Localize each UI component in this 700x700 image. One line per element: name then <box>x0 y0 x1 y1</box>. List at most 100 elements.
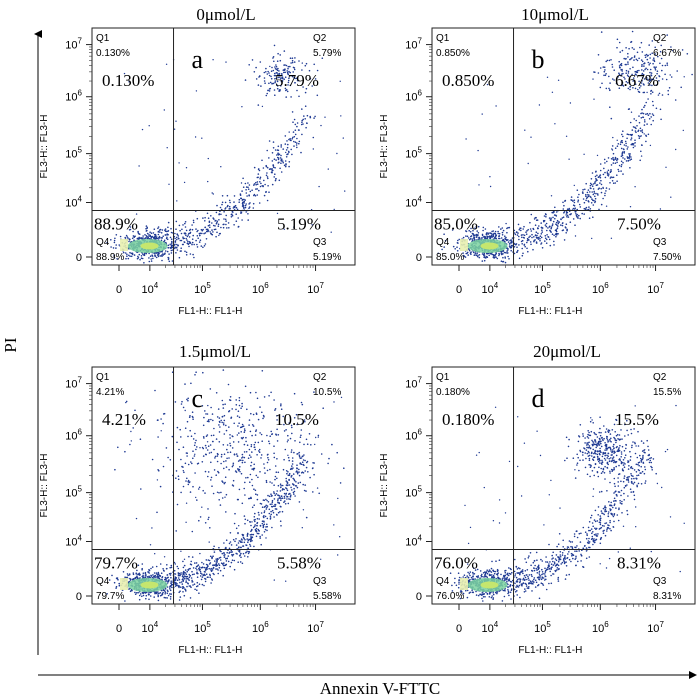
event-point <box>223 419 226 422</box>
event-point <box>658 92 661 95</box>
event-point <box>491 253 494 256</box>
event-point <box>501 239 504 241</box>
event-point <box>115 247 117 249</box>
event-point <box>634 186 636 188</box>
event-point <box>533 239 535 242</box>
q1-label: Q1 <box>96 372 110 383</box>
event-point <box>164 588 167 590</box>
event-point <box>625 47 627 49</box>
event-point <box>175 252 177 254</box>
event-point <box>485 591 487 594</box>
event-point <box>530 230 533 232</box>
event-point <box>570 196 573 198</box>
event-point <box>157 226 160 228</box>
event-point <box>620 147 623 150</box>
event-point <box>654 69 657 71</box>
event-point <box>599 176 602 179</box>
event-point <box>317 434 320 437</box>
event-point <box>204 232 207 234</box>
event-point <box>252 469 255 471</box>
event-point <box>629 159 631 161</box>
event-point <box>618 66 621 69</box>
event-point <box>218 441 221 443</box>
event-point <box>542 219 545 222</box>
event-point <box>150 260 153 262</box>
event-point <box>531 233 533 236</box>
event-point <box>144 571 147 574</box>
event-point <box>235 399 237 401</box>
event-point <box>640 144 643 146</box>
event-point <box>243 428 246 430</box>
event-point <box>226 194 229 197</box>
event-point <box>282 69 285 71</box>
event-point <box>266 499 268 502</box>
event-point <box>290 449 293 451</box>
event-point <box>300 123 303 126</box>
event-point <box>256 181 259 183</box>
event-point <box>664 64 667 67</box>
event-point <box>279 483 282 486</box>
event-point <box>318 185 320 188</box>
event-point <box>270 391 272 394</box>
event-point <box>305 516 308 519</box>
event-point <box>244 518 247 521</box>
event-point <box>184 462 187 465</box>
event-point <box>215 211 218 214</box>
event-point <box>141 567 143 570</box>
event-point <box>245 203 247 205</box>
event-point <box>176 243 178 246</box>
event-point <box>649 71 651 74</box>
event-point <box>669 74 671 76</box>
event-point <box>482 596 485 598</box>
event-point <box>590 514 593 517</box>
event-point <box>301 119 304 122</box>
event-point <box>608 87 610 90</box>
event-point <box>248 497 250 500</box>
event-point <box>454 248 457 250</box>
event-point <box>471 589 473 591</box>
event-point <box>279 511 281 513</box>
event-point <box>221 421 223 424</box>
event-point <box>495 105 497 107</box>
event-point <box>643 74 645 76</box>
event-point <box>240 197 242 200</box>
event-point <box>603 74 605 77</box>
event-point <box>513 588 516 591</box>
event-point <box>220 226 222 229</box>
event-point <box>186 577 189 580</box>
event-point <box>293 145 295 147</box>
event-point <box>535 219 538 221</box>
event-point <box>634 130 637 132</box>
event-point <box>284 165 287 168</box>
event-point <box>262 499 265 501</box>
event-point <box>194 472 196 474</box>
event-point <box>612 136 614 139</box>
x-tick-label: 0 <box>116 623 122 635</box>
event-point <box>238 198 241 201</box>
event-point <box>111 574 113 577</box>
event-point <box>238 397 241 399</box>
event-point <box>271 433 273 436</box>
event-point <box>197 564 200 566</box>
event-point <box>267 494 269 497</box>
event-point <box>652 62 654 65</box>
event-point <box>271 494 273 497</box>
event-point <box>602 197 604 200</box>
event-point <box>576 213 578 216</box>
event-point <box>616 145 619 147</box>
event-point <box>462 592 465 595</box>
event-point <box>542 577 545 579</box>
event-point <box>517 223 520 226</box>
event-point <box>157 254 160 256</box>
event-point <box>137 230 139 233</box>
event-point <box>631 47 634 49</box>
event-point <box>538 225 540 227</box>
event-point <box>113 581 116 584</box>
event-point <box>545 242 548 244</box>
event-point <box>165 580 167 583</box>
event-point <box>312 148 314 150</box>
event-point <box>170 238 173 240</box>
event-point <box>255 183 257 186</box>
event-point <box>205 447 207 449</box>
event-point <box>115 234 118 236</box>
